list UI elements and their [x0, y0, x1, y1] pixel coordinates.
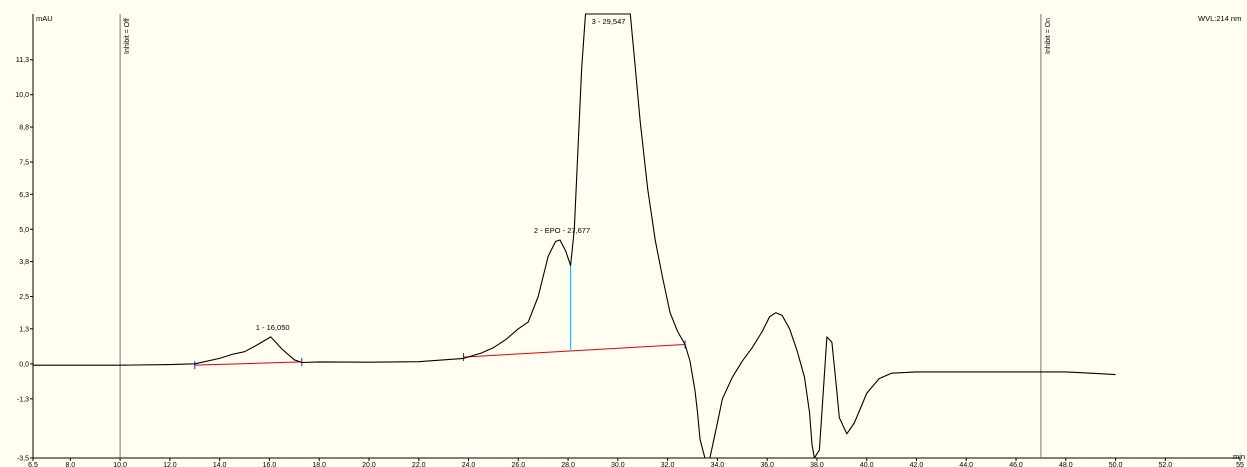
y-tick-label: 11,3	[16, 57, 29, 64]
integration-baseline	[463, 343, 686, 358]
x-tick-label: 40,0	[860, 462, 874, 467]
chromatogram-trace	[33, 13, 1116, 459]
y-tick-label: -1,3	[17, 396, 29, 403]
x-tick-label: 38,0	[810, 462, 824, 467]
x-tick-label: 55	[1236, 462, 1244, 467]
x-tick-label: 36,0	[760, 462, 774, 467]
x-tick-label: 50,0	[1109, 462, 1123, 467]
x-tick-label: 16,0	[263, 462, 277, 467]
y-tick-label: 2,5	[19, 294, 29, 301]
y-tick-label: 5,0	[19, 227, 29, 234]
x-tick-label: 6,5	[28, 462, 38, 467]
x-tick-label: 22,0	[412, 462, 426, 467]
x-tick-label: 14,0	[213, 462, 227, 467]
x-tick-label: 8,0	[65, 462, 75, 467]
x-tick-label: 42,0	[910, 462, 924, 467]
x-tick-label: 10,0	[113, 462, 127, 467]
event-label: Inhibit = Off	[124, 18, 131, 54]
y-axis-unit-label: mAU	[36, 14, 53, 23]
y-tick-label: 3,8	[19, 259, 29, 266]
x-tick-label: 46,0	[1009, 462, 1023, 467]
x-tick-label: 12,0	[163, 462, 177, 467]
y-tick-label: -3,5	[17, 456, 29, 463]
x-tick-label: 48,0	[1059, 462, 1073, 467]
x-axis-unit-label: min	[1233, 452, 1245, 461]
y-tick-label: 7,5	[19, 160, 29, 167]
y-tick-label: 0,0	[19, 361, 29, 368]
x-tick-label: 34,0	[711, 462, 725, 467]
x-tick-label: 52,0	[1159, 462, 1173, 467]
x-tick-label: 28,0	[561, 462, 575, 467]
wavelength-label: WVL:214 nm	[1198, 14, 1241, 23]
x-tick-label: 44,0	[959, 462, 973, 467]
integration-baseline	[194, 361, 302, 366]
peak-label: 1 - 16,050	[256, 323, 290, 332]
event-label: Inhibit = On	[1045, 18, 1052, 54]
x-tick-label: 32,0	[661, 462, 675, 467]
y-tick-label: 10,0	[15, 92, 29, 99]
x-tick-label: 30,0	[611, 462, 625, 467]
y-tick-label: 8,8	[19, 125, 29, 132]
x-tick-label: 26,0	[511, 462, 525, 467]
y-tick-label: 1,3	[19, 326, 29, 333]
x-tick-label: 18,0	[312, 462, 326, 467]
peak-label: 2 - EPO - 27,677	[534, 226, 590, 235]
peak-label: 3 - 29,547	[592, 17, 626, 26]
x-tick-label: 24,0	[462, 462, 476, 467]
x-tick-label: 20,0	[362, 462, 376, 467]
y-tick-label: 6,3	[19, 192, 29, 199]
